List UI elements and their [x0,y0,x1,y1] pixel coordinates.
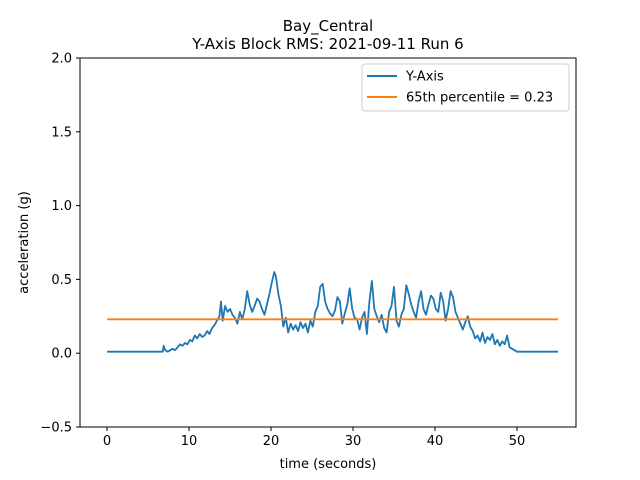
chart-title-line-2: Y-Axis Block RMS: 2021-09-11 Run 6 [191,35,463,53]
legend-label-y-axis: Y-Axis [405,70,444,85]
plot-marks [107,271,558,353]
y-axis-label: acceleration (g) [17,191,32,294]
y-tick-label: 0.5 [51,273,72,288]
x-tick-label: 10 [181,434,198,449]
y-tick-label: 2.0 [51,52,72,67]
chart-title-line-1: Bay_Central [283,17,373,36]
x-tick-label: 40 [427,434,444,449]
series-line-y-axis [107,271,558,353]
y-tick-label: 0.0 [51,347,72,362]
plot-frame [79,57,577,428]
x-tick-label: 50 [509,434,526,449]
legend-label-percentile: 65th percentile = 0.23 [406,91,553,106]
axis-ticks: 0 10 20 30 40 50 −0.5 0.0 0.5 1.0 1.5 2.0 [40,52,525,450]
legend: Y-Axis 65th percentile = 0.23 [361,63,570,112]
y-tick-label: 1.0 [51,199,72,214]
y-tick-label: 1.5 [51,125,72,140]
legend-box [361,63,570,112]
x-tick-label: 0 [103,434,111,449]
x-tick-label: 30 [345,434,362,449]
x-axis-label: time (seconds) [280,457,377,472]
x-tick-label: 20 [263,434,280,449]
y-tick-label: −0.5 [40,421,72,436]
